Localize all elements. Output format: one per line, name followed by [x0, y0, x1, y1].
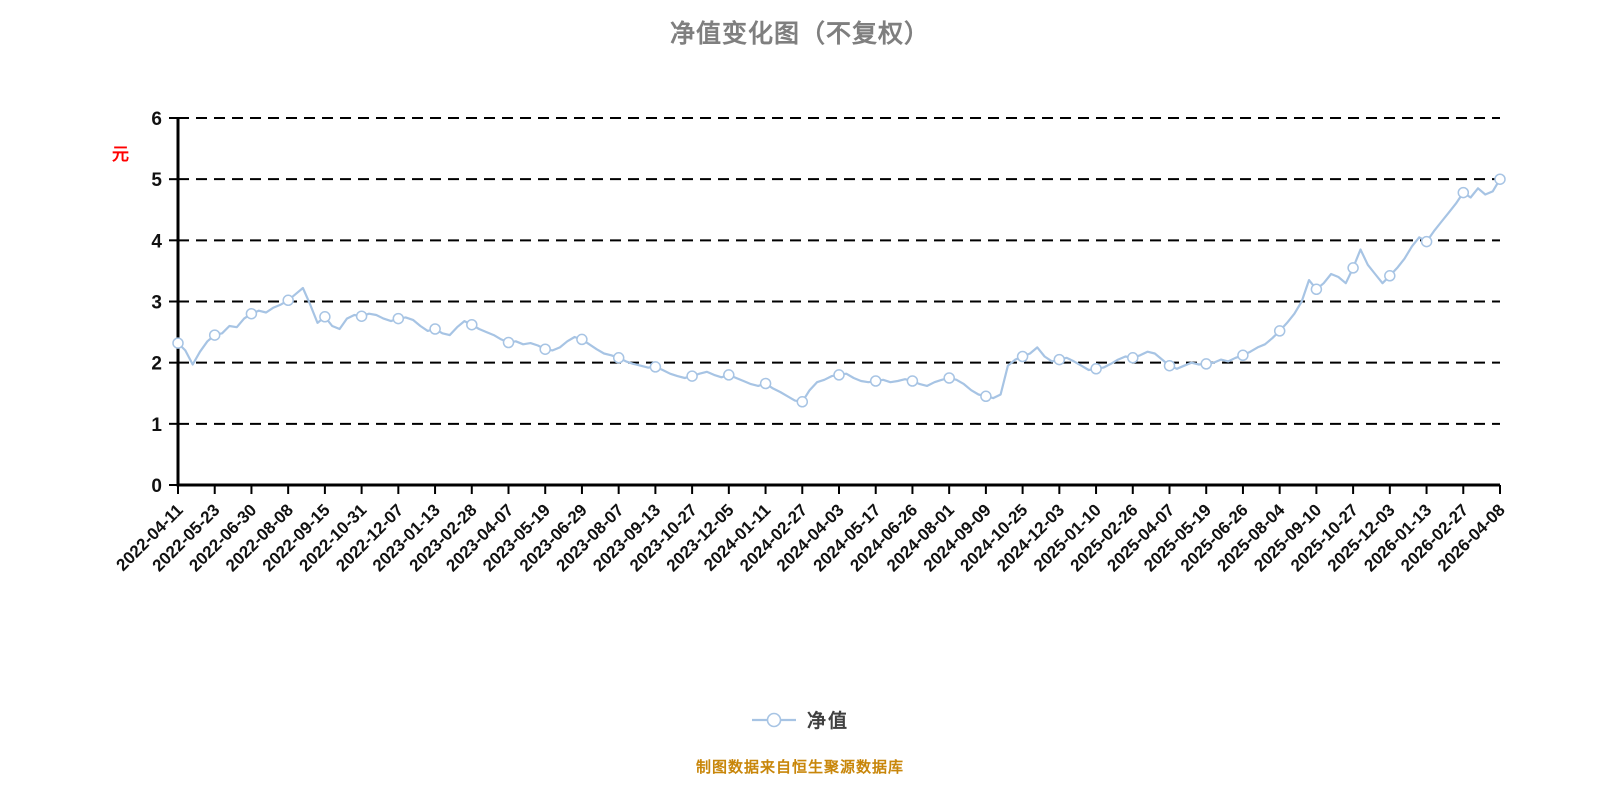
- chart-title: 净值变化图（不复权）: [669, 20, 930, 48]
- legend-series-label: 净值: [806, 711, 849, 732]
- svg-text:3: 3: [151, 293, 162, 314]
- legend-line-marker-icon: [751, 712, 796, 727]
- svg-text:2: 2: [151, 354, 162, 375]
- svg-text:1: 1: [151, 415, 162, 436]
- y-axis-unit-label: 元: [112, 145, 129, 164]
- svg-text:6: 6: [151, 109, 162, 130]
- svg-text:4: 4: [151, 231, 162, 252]
- svg-text:0: 0: [151, 476, 162, 497]
- line-chart: 01234562022-04-112022-05-232022-06-30202…: [113, 109, 1509, 575]
- legend: 净值: [0, 706, 1600, 733]
- svg-text:5: 5: [151, 170, 162, 191]
- source-note: 制图数据来自恒生聚源数据库: [695, 759, 904, 776]
